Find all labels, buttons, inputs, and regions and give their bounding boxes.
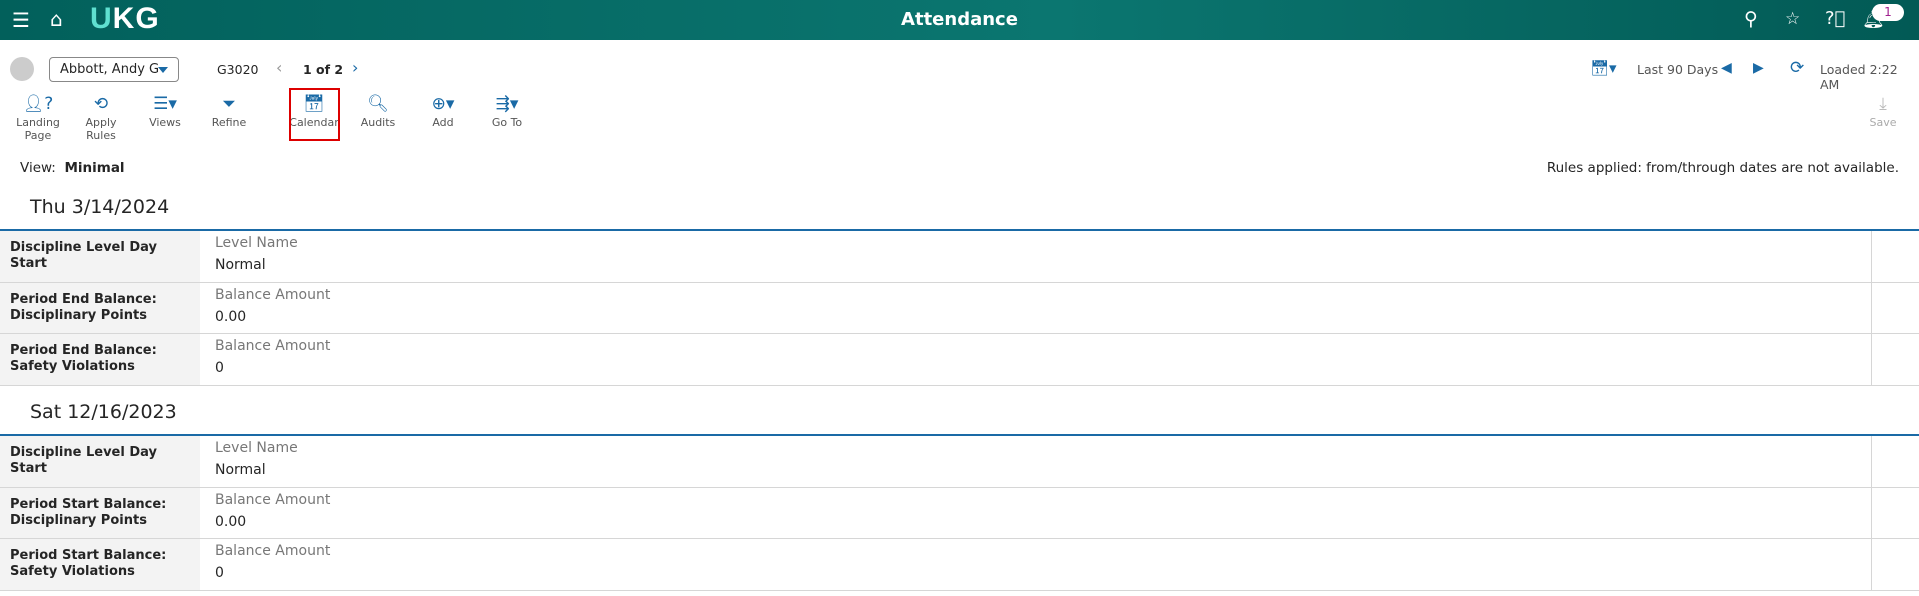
view-label: View:: [20, 160, 56, 176]
table-row[interactable]: Period End Balance: Safety Violations Bal…: [0, 334, 1919, 386]
toolbar-label: Apply Rules: [85, 116, 117, 142]
table-row[interactable]: Period Start Balance: Safety Violations B…: [0, 539, 1919, 591]
timeframe-calendar-icon[interactable]: 📅︎▾: [1590, 59, 1617, 77]
next-period-button[interactable]: ▶: [1753, 60, 1764, 76]
row-divider: [1871, 436, 1872, 487]
toolbar-label: Refine: [211, 116, 247, 129]
toolbar-calendar-button[interactable]: 📅︎ Calendar: [284, 92, 344, 129]
table-row[interactable]: Discipline Level Day Start Level Name Norm…: [0, 231, 1919, 283]
field-caption: Level Name: [215, 440, 298, 456]
page-title: Attendance: [901, 9, 1018, 30]
toolbar-label: Go To: [491, 116, 523, 129]
views-icon: ☰▾: [153, 94, 177, 114]
home-icon[interactable]: ⌂: [50, 7, 63, 31]
row-label: Period Start Balance: Disciplinary Point…: [0, 487, 200, 538]
save-label: Save: [1869, 116, 1897, 129]
search-icon[interactable]: ⚲: [1744, 8, 1758, 30]
calendar-icon: 📅︎: [303, 94, 325, 114]
chevron-down-icon: [158, 67, 168, 78]
next-employee-button[interactable]: ›: [352, 58, 359, 77]
field-value: 0: [215, 360, 224, 376]
rules-note: Rules applied: from/through dates are no…: [1546, 160, 1899, 176]
toolbar-label: Views: [149, 116, 181, 129]
row-divider: [1871, 231, 1872, 282]
field-caption: Balance Amount: [215, 491, 331, 508]
ukg-logo[interactable]: UKG: [90, 2, 160, 35]
feedback-icon[interactable]: ☆: [1785, 9, 1801, 29]
row-label: Discipline Level Day Start: [0, 436, 200, 487]
employee-select[interactable]: Abbott, Andy G: [49, 57, 179, 82]
pager: 1 of 2: [303, 62, 344, 77]
row-divider: [1871, 539, 1872, 590]
row-label: Period Start Balance: Safety Violations: [0, 539, 200, 590]
save-button[interactable]: ⤓ Save: [1853, 92, 1913, 129]
add-icon: ⊕▾: [431, 94, 455, 114]
goto-icon: ⇶▾: [495, 94, 519, 114]
day-divider: [0, 229, 1919, 231]
day-table: Discipline Level Day Start Level Name Norm…: [0, 436, 1919, 591]
view-value: Minimal: [64, 160, 125, 176]
view-indicator: View: Minimal: [20, 160, 125, 176]
row-label: Discipline Level Day Start: [0, 231, 200, 282]
refine-icon: ⏷: [222, 94, 236, 114]
toolbar-refine-button[interactable]: ⏷ Refine: [199, 92, 259, 129]
top-bar: ☰ ⌂ UKG Attendance ⚲ ☆ ?⃝ 🔔︎ 1: [0, 0, 1919, 40]
save-icon: ⤓: [1879, 94, 1887, 114]
field-caption: Balance Amount: [215, 286, 331, 303]
field-value: Normal: [215, 462, 266, 478]
field-caption: Level Name: [215, 235, 298, 251]
avatar: [10, 57, 34, 81]
prev-employee-button[interactable]: ‹: [276, 58, 283, 77]
row-label: Period End Balance: Safety Violations: [0, 334, 200, 385]
toolbar-go-to-button[interactable]: ⇶▾ Go To: [477, 92, 537, 129]
toolbar-apply-rules-button[interactable]: ⟲ Apply Rules: [71, 92, 131, 142]
field-value: 0: [215, 565, 224, 581]
row-divider: [1871, 334, 1872, 385]
toolbar-label: Audits: [360, 116, 396, 129]
table-row[interactable]: Period End Balance: Disciplinary Points B…: [0, 282, 1919, 334]
day-table: Discipline Level Day Start Level Name Norm…: [0, 231, 1919, 386]
field-value: Normal: [215, 257, 266, 273]
prev-period-button[interactable]: ◀: [1721, 60, 1732, 76]
table-row[interactable]: Discipline Level Day Start Level Name Norm…: [0, 436, 1919, 488]
day-heading: Thu 3/14/2024: [30, 196, 170, 218]
toolbar-label: Landing Page: [16, 116, 60, 142]
help-icon[interactable]: ?⃝: [1825, 8, 1846, 29]
toolbar-landing-page-button[interactable]: 👤︎? Landing Page: [8, 92, 68, 142]
toolbar-audits-button[interactable]: 🔍︎ Audits: [348, 92, 408, 129]
notification-badge: 1: [1872, 4, 1904, 21]
toolbar-label: Add: [432, 116, 454, 129]
row-divider: [1871, 282, 1872, 333]
audits-icon: 🔍︎: [367, 94, 389, 114]
field-caption: Balance Amount: [215, 338, 331, 354]
field-value: 0.00: [215, 513, 247, 530]
timeframe-label[interactable]: Last 90 Days: [1637, 62, 1719, 77]
calendar-highlight: [289, 88, 340, 141]
apply-rules-icon: ⟲: [93, 94, 109, 114]
employee-id: G3020: [217, 62, 259, 77]
row-label: Period End Balance: Disciplinary Points: [0, 282, 200, 333]
landing-page-icon: 👤︎?: [22, 94, 54, 114]
employee-name: Abbott, Andy G: [60, 62, 160, 77]
menu-icon[interactable]: ☰: [12, 8, 30, 32]
field-caption: Balance Amount: [215, 543, 331, 559]
row-divider: [1871, 487, 1872, 538]
toolbar-add-button[interactable]: ⊕▾ Add: [413, 92, 473, 129]
toolbar-label: Calendar: [289, 116, 339, 129]
day-divider: [0, 434, 1919, 436]
field-value: 0.00: [215, 308, 247, 325]
day-heading: Sat 12/16/2023: [30, 401, 177, 423]
table-row[interactable]: Period Start Balance: Disciplinary Point…: [0, 487, 1919, 539]
toolbar-views-button[interactable]: ☰▾ Views: [135, 92, 195, 129]
loaded-time: Loaded 2:22 AM: [1820, 62, 1898, 92]
refresh-icon[interactable]: ⟳: [1790, 58, 1805, 78]
